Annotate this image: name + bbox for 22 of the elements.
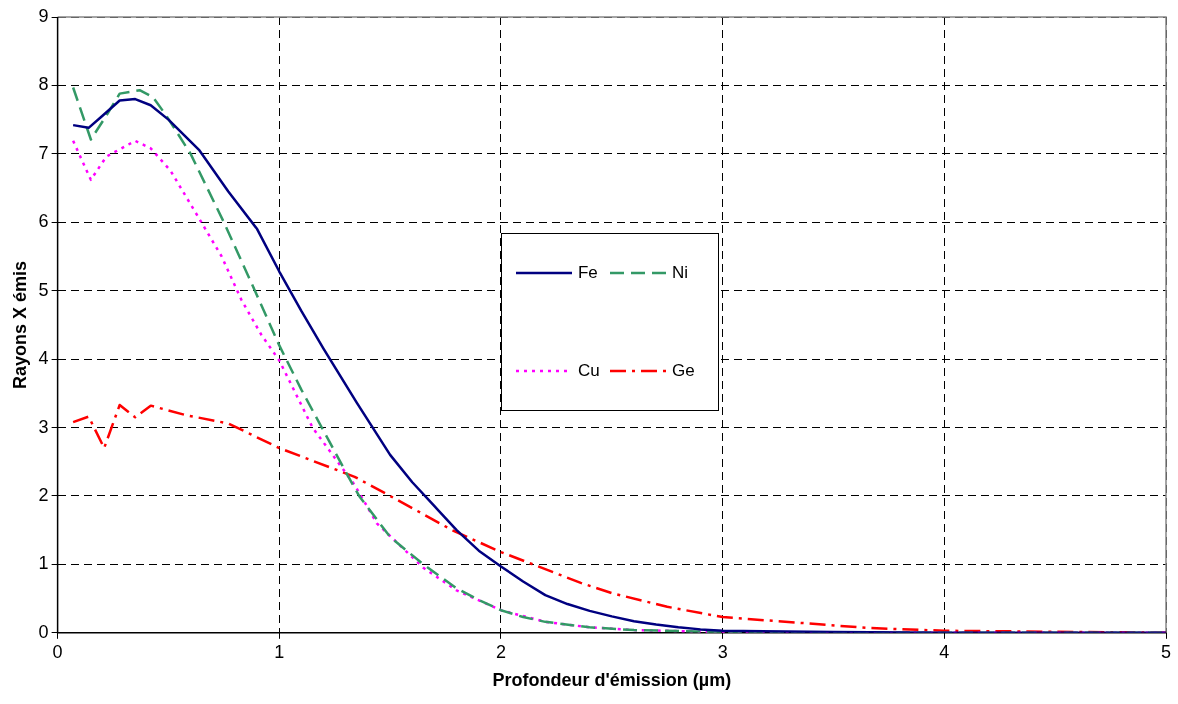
y-tick-label: 9 [38,5,49,26]
legend-label: Ge [671,360,695,381]
y-axis-title: Rayons X émis [9,260,30,389]
y-tick-label: 6 [38,211,49,232]
x-tick-label: 5 [1160,641,1172,662]
x-tick-label: 1 [274,641,285,662]
y-tick-label: 8 [38,74,49,95]
y-tick-label: 0 [38,621,49,642]
y-tick-label: 2 [38,484,49,505]
x-tick-label: 0 [52,641,63,662]
y-tick-label: 4 [38,348,49,369]
legend-label: Fe [577,262,598,283]
x-tick-label: 4 [939,641,950,662]
y-tick-label: 7 [38,142,49,163]
x-tick-label: 2 [495,641,506,662]
y-tick-label: 1 [38,553,49,574]
legend-label: Cu [577,360,600,381]
legend-label: Ni [671,262,689,283]
y-tick-label: 5 [38,279,49,300]
x-axis-title: Profondeur d'émission (µm) [492,670,732,691]
y-tick-label: 3 [38,416,49,437]
x-tick-label: 3 [717,641,728,662]
